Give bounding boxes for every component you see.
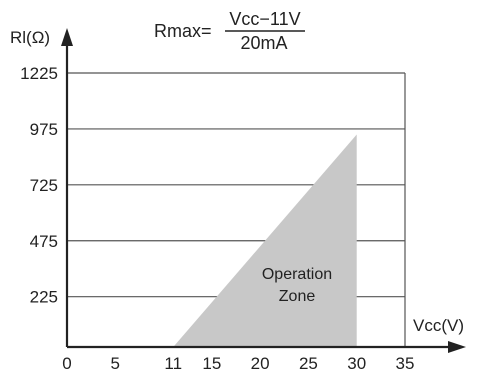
zone-label-line-1: Operation xyxy=(262,266,332,283)
x-axis-label: Vcc(V) xyxy=(413,316,464,335)
x-tick-label-5: 5 xyxy=(111,354,120,372)
formula-denominator: 20mA xyxy=(240,33,287,53)
y-axis-arrow-icon xyxy=(61,28,73,46)
formula-annotation: Rmax= Vcc−11V 20mA xyxy=(154,9,305,53)
zone-label-line-2: Zone xyxy=(279,288,316,305)
axes xyxy=(61,28,466,353)
y-tick-label-975: 975 xyxy=(30,120,58,139)
formula-lhs: Rmax= xyxy=(154,21,212,41)
operation-zone-label: Operation Zone xyxy=(262,266,332,305)
y-axis-label: Rl(Ω) xyxy=(10,28,50,47)
x-tick-label-20: 20 xyxy=(251,354,270,372)
x-tick-label-15: 15 xyxy=(202,354,221,372)
x-tick-label-25: 25 xyxy=(299,354,318,372)
x-axis-arrow-icon xyxy=(448,341,466,353)
y-tick-label-725: 725 xyxy=(30,176,58,195)
tick-labels: 225 475 725 975 1225 0 5 11 15 20 25 30 35 xyxy=(20,64,414,372)
x-tick-label-35: 35 xyxy=(396,354,415,372)
y-tick-label-475: 475 xyxy=(30,232,58,251)
formula-numerator: Vcc−11V xyxy=(229,9,300,29)
x-tick-label-0: 0 xyxy=(62,354,71,372)
x-tick-label-30: 30 xyxy=(347,354,366,372)
y-tick-label-225: 225 xyxy=(30,288,58,307)
x-tick-label-11: 11 xyxy=(164,354,182,372)
y-tick-label-1225: 1225 xyxy=(20,64,58,83)
operation-zone-area xyxy=(173,134,357,347)
